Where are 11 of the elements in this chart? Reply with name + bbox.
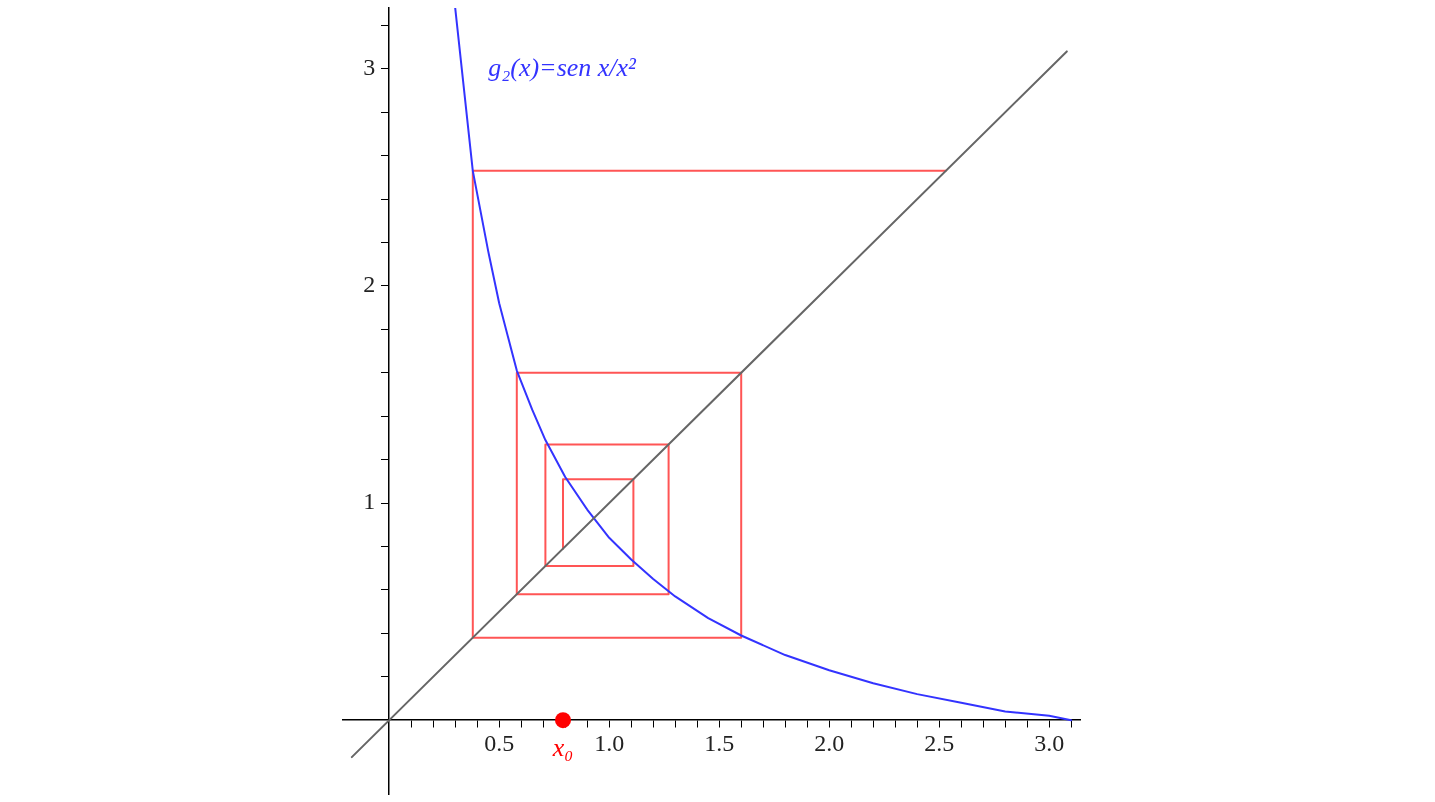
x-tick-label: 3.0 — [1034, 729, 1065, 756]
x-tick-label: 2.5 — [924, 729, 955, 756]
annotation: g₂(x)=sen x/x² — [488, 52, 638, 82]
y-tick-label: 1 — [363, 488, 376, 515]
x-tick-label: 0.5 — [484, 729, 515, 756]
annotation: x₀ — [551, 733, 574, 762]
x-tick-label: 1.5 — [704, 729, 735, 756]
y-tick-label: 2 — [363, 271, 376, 298]
x-tick-label: 2.0 — [814, 729, 845, 756]
x-tick-label: 1.0 — [594, 729, 625, 756]
y-tick-label: 3 — [363, 54, 376, 81]
